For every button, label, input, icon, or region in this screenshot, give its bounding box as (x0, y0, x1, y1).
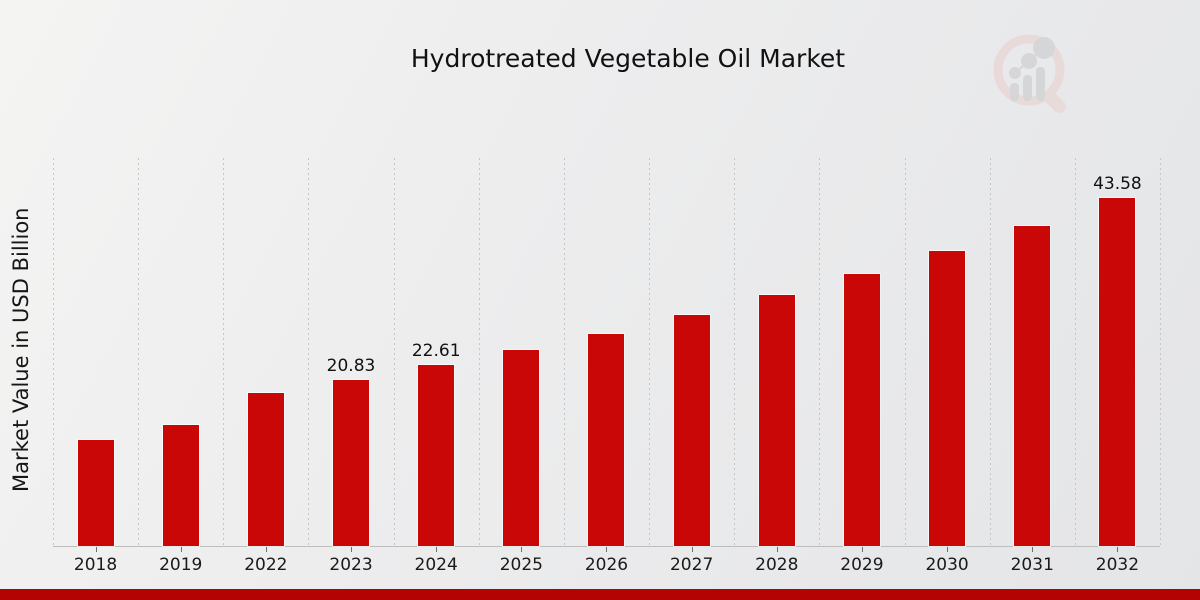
vertical-gridline (1075, 158, 1076, 546)
vertical-gridline (1160, 158, 1161, 546)
bar-column-2027: 2027 (649, 158, 734, 575)
x-axis-tick (606, 547, 608, 552)
magnifier-ring (993, 34, 1065, 106)
logo-bar-3 (1036, 67, 1045, 101)
bar-value-label-2032: 43.58 (1093, 174, 1142, 194)
x-tick-label-2030: 2030 (925, 555, 969, 575)
vertical-gridline (905, 158, 906, 546)
bar-2027 (672, 314, 711, 547)
bar-2022 (246, 392, 285, 547)
vertical-gridline (649, 158, 650, 546)
bar-2032 (1098, 197, 1137, 547)
bar-2019 (161, 424, 200, 547)
x-tick-label-2029: 2029 (840, 555, 884, 575)
x-axis-tick (947, 547, 949, 552)
logo-bar-1 (1010, 83, 1019, 101)
magnifier-handle (1043, 90, 1066, 113)
x-axis-tick (776, 547, 778, 552)
vertical-gridline (479, 158, 480, 546)
bar-column-2019: 2019 (138, 158, 223, 575)
x-tick-label-2025: 2025 (499, 555, 543, 575)
bar-column-2023: 20.83 2023 (308, 158, 393, 575)
bar-column-2024: 22.61 2024 (394, 158, 479, 575)
x-axis-tick (861, 547, 863, 552)
x-tick-label-2022: 2022 (244, 555, 288, 575)
bar-column-2029: 2029 (819, 158, 904, 575)
bar-column-2030: 2030 (905, 158, 990, 575)
trend-dot-large (1033, 37, 1055, 59)
bar-2023 (332, 379, 371, 547)
bar-2024 (417, 364, 456, 547)
trend-dot-small (1009, 67, 1021, 79)
x-axis-tick (436, 547, 438, 552)
x-tick-label-2023: 2023 (329, 555, 373, 575)
magnifier-bar-chart-logo (993, 34, 1066, 113)
bar-2029 (842, 273, 881, 547)
bar-chart-plot-area: 2018 2019 2022 20.83 2023 22.61 2024 2025 2026 20… (53, 158, 1161, 575)
trend-dot-medium (1021, 53, 1037, 69)
bar-column-2025: 2025 (479, 158, 564, 575)
x-axis-tick (351, 547, 353, 552)
bar-column-2018: 2018 (53, 158, 138, 575)
logo-bar-2 (1023, 75, 1032, 101)
vertical-gridline (308, 158, 309, 546)
x-tick-label-2031: 2031 (1010, 555, 1054, 575)
x-tick-label-2026: 2026 (584, 555, 629, 575)
y-axis-label: Market Value in USD Billion (9, 207, 33, 493)
x-axis-tick (265, 547, 267, 552)
vertical-gridline (819, 158, 820, 546)
bar-2031 (1013, 225, 1052, 547)
bar-2028 (757, 294, 796, 547)
x-axis-tick (95, 547, 97, 552)
x-axis-tick (1032, 547, 1034, 552)
x-axis-tick (521, 547, 523, 552)
vertical-gridline (734, 158, 735, 546)
bottom-red-banner (0, 589, 1200, 600)
x-axis-tick (180, 547, 182, 552)
vertical-gridline (564, 158, 565, 546)
vertical-gridline (53, 158, 54, 546)
vertical-gridline (394, 158, 395, 546)
x-axis-tick (1117, 547, 1119, 552)
bar-2030 (928, 250, 967, 547)
bar-value-label-2024: 22.61 (411, 341, 461, 361)
bar-2026 (587, 333, 626, 547)
bar-column-2022: 2022 (223, 158, 308, 575)
vertical-gridline (138, 158, 139, 546)
vertical-gridline (990, 158, 991, 546)
bar-2025 (502, 349, 541, 547)
x-tick-label-2024: 2024 (414, 555, 458, 575)
bar-column-2032: 43.58 2032 (1075, 158, 1160, 575)
bar-value-label-2023: 20.83 (326, 356, 376, 376)
x-axis-line (53, 546, 1160, 547)
chart-title: Hydrotreated Vegetable Oil Market (410, 44, 846, 73)
bar-column-2026: 2026 (564, 158, 649, 575)
x-tick-label-2032: 2032 (1095, 555, 1140, 575)
x-axis-tick (691, 547, 693, 552)
x-tick-label-2019: 2019 (159, 555, 203, 575)
vertical-gridline (223, 158, 224, 546)
bar-column-2031: 2031 (990, 158, 1075, 575)
x-tick-label-2028: 2028 (755, 555, 799, 575)
x-tick-label-2018: 2018 (73, 555, 118, 575)
bar-2018 (76, 439, 115, 547)
bar-column-2028: 2028 (734, 158, 819, 575)
x-tick-label-2027: 2027 (669, 555, 714, 575)
